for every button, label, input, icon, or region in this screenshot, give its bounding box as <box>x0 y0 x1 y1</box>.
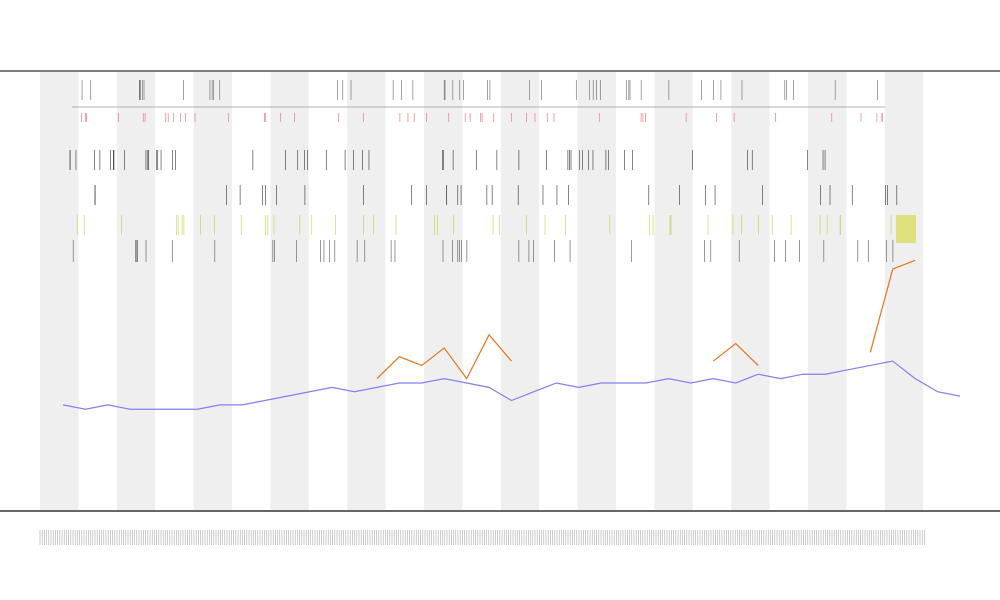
band <box>40 72 79 510</box>
series-line <box>376 259 916 380</box>
band <box>808 72 847 510</box>
yellow-block <box>896 215 916 243</box>
band <box>424 72 463 510</box>
band <box>193 72 232 510</box>
marks <box>62 259 961 410</box>
decor <box>39 80 925 545</box>
series-line <box>62 360 961 410</box>
band <box>884 72 924 510</box>
band <box>270 72 309 510</box>
band <box>500 72 540 510</box>
band <box>654 72 693 510</box>
band <box>577 72 616 510</box>
band <box>116 72 156 510</box>
band <box>731 72 770 510</box>
bands <box>40 72 924 510</box>
band <box>347 72 386 510</box>
